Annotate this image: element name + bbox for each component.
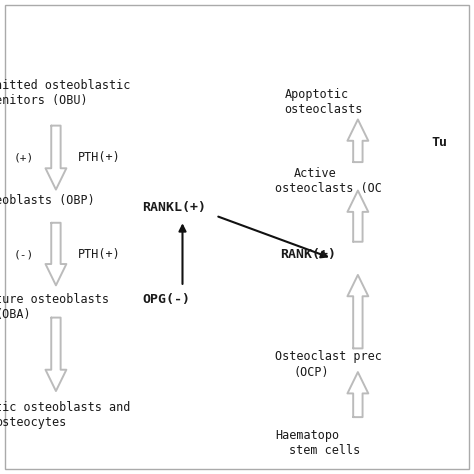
Text: PTH(+): PTH(+)	[78, 151, 121, 164]
Text: eoblasts (OBP): eoblasts (OBP)	[0, 193, 95, 207]
Text: stem cells: stem cells	[289, 444, 360, 457]
Text: (OBA): (OBA)	[0, 308, 31, 321]
Text: Tu: Tu	[431, 136, 447, 149]
Text: (+): (+)	[14, 152, 34, 163]
Text: (OCP): (OCP)	[294, 365, 329, 379]
Text: RANKL(+): RANKL(+)	[142, 201, 206, 214]
Text: Apoptotic: Apoptotic	[284, 88, 348, 101]
Text: osteoclasts (OC: osteoclasts (OC	[275, 182, 382, 195]
Text: ture osteoblasts: ture osteoblasts	[0, 293, 109, 306]
Text: Haematopo: Haematopo	[275, 428, 339, 442]
Text: RANK(+): RANK(+)	[280, 248, 336, 261]
Text: OPG(-): OPG(-)	[142, 293, 190, 306]
Text: PTH(+): PTH(+)	[78, 247, 121, 261]
Text: Active: Active	[294, 166, 337, 180]
Text: enitors (OBU): enitors (OBU)	[0, 94, 88, 107]
Text: tic osteoblasts and: tic osteoblasts and	[0, 401, 131, 414]
Text: Osteoclast prec: Osteoclast prec	[275, 350, 382, 363]
Text: (-): (-)	[14, 249, 34, 259]
Text: nitted osteoblastic: nitted osteoblastic	[0, 79, 131, 92]
Text: osteocytes: osteocytes	[0, 416, 66, 429]
Text: osteoclasts: osteoclasts	[284, 103, 363, 117]
